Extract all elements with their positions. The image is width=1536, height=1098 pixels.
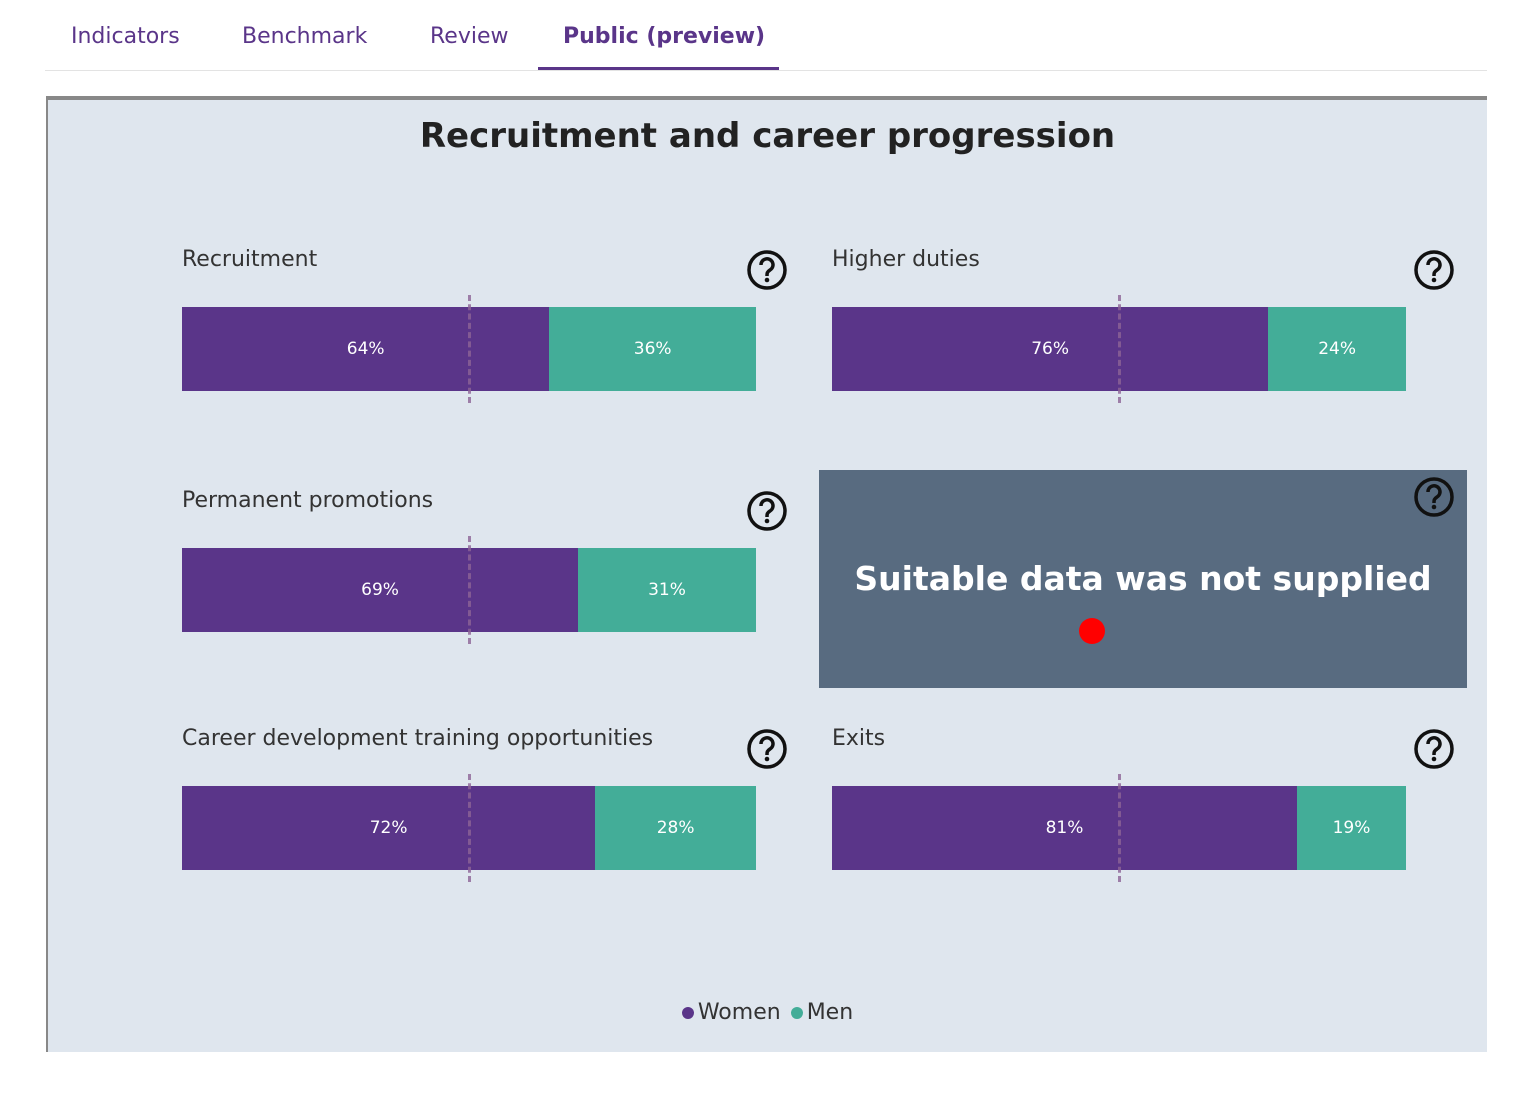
tab-underline [538,67,779,70]
value-label: 69% [361,580,399,600]
reference-line [468,774,471,882]
value-label: 64% [346,339,385,359]
reference-line [1118,774,1121,882]
bar-segment [549,307,756,391]
tab[interactable]: Indicators [71,24,180,49]
value-label: 36% [633,339,672,359]
value-label: 76% [1031,339,1070,359]
bar-segment [182,307,550,391]
legend-label: Women [697,1000,781,1025]
legend-dot [790,1006,803,1019]
help-icon[interactable] [745,489,789,533]
chart-title: Recruitment [182,247,318,272]
value-label: 72% [369,818,408,838]
legend-item: Women [681,1000,781,1025]
tab[interactable]: Review [430,24,509,49]
legend: Women Men [48,1000,1487,1025]
bar-segment [182,548,579,632]
bar-segment [595,786,756,870]
legend-item: Men [790,1000,854,1025]
bar-segment [832,307,1269,391]
bar-segment [832,786,1297,870]
bar-segment [182,786,596,870]
no-data-message: Suitable data was not supplied [854,559,1432,598]
help-icon[interactable] [1412,727,1456,771]
bar-segment [1268,307,1406,391]
no-data-box [819,470,1467,688]
value-label: 28% [656,818,695,838]
help-icon[interactable] [1412,248,1456,292]
value-label: 81% [1045,818,1084,838]
value-label: 24% [1318,339,1356,359]
panel-title: Recruitment and career progression [419,116,1116,156]
chart-title: Exits [832,726,886,751]
reference-line [1118,295,1121,403]
tab-divider [45,70,1487,71]
chart-title: Permanent promotions [182,488,434,513]
bar-segment [1296,786,1406,870]
chart-title: Higher duties [832,247,980,272]
help-icon[interactable] [1412,475,1456,519]
bar-segment [578,548,756,632]
chart-title: Career development training opportunitie… [182,726,654,751]
cursor-dot [1079,618,1105,644]
value-label: 19% [1332,818,1371,838]
help-icon[interactable] [745,727,789,771]
reference-line [468,536,471,644]
tab[interactable]: Benchmark [242,24,368,49]
value-label: 31% [648,580,686,600]
legend-dot [681,1006,694,1019]
panel: Recruitment and career progression Recru… [46,96,1487,1052]
help-icon[interactable] [745,248,789,292]
legend-label: Men [806,1000,854,1025]
tab[interactable]: Public (preview) [563,24,766,49]
reference-line [468,295,471,403]
